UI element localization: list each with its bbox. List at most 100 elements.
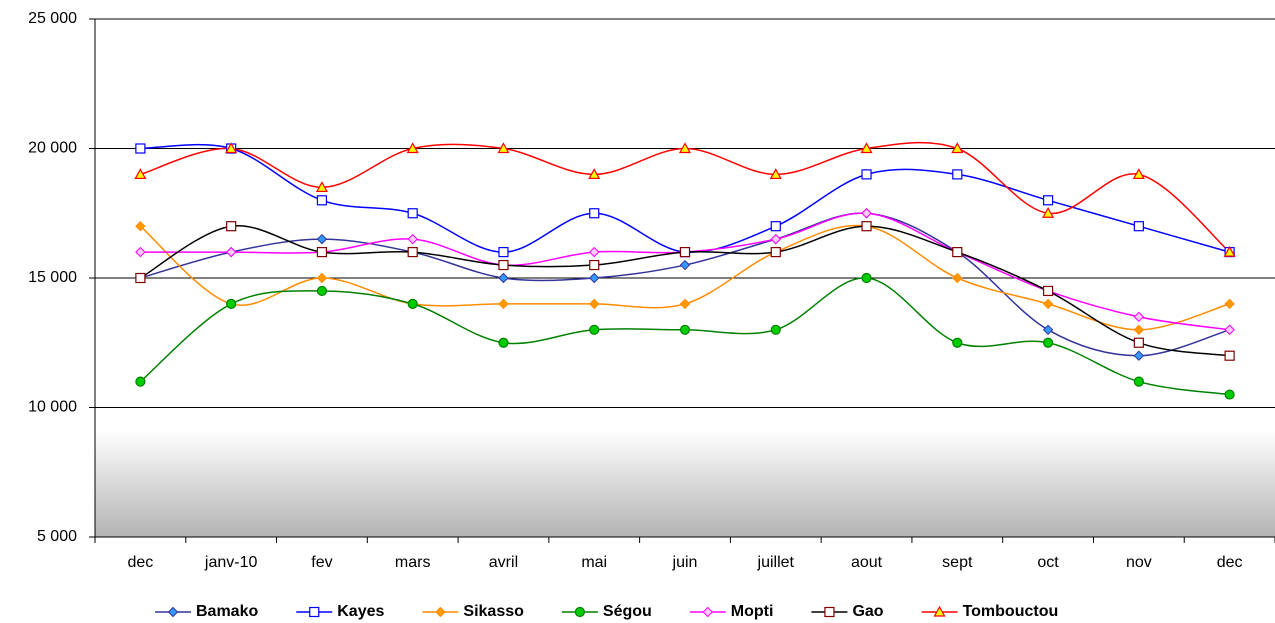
marker [225, 142, 238, 154]
y-tick-label: 5 000 [37, 528, 77, 545]
marker [498, 272, 509, 284]
marker [1224, 298, 1235, 310]
y-tick-label: 10 000 [28, 399, 77, 416]
marker [952, 337, 963, 348]
marker [407, 298, 418, 309]
marker [770, 233, 781, 245]
legend-label: Mopti [731, 603, 774, 620]
marker [824, 606, 835, 618]
marker [933, 605, 946, 617]
series-line [140, 141, 1231, 253]
x-tick-label: dec [127, 554, 153, 571]
x-tick-label: dec [1217, 554, 1243, 571]
marker [589, 324, 600, 335]
marker [770, 324, 781, 335]
marker [135, 376, 146, 387]
legend-label: Sikasso [463, 603, 524, 620]
marker [316, 247, 328, 258]
marker [769, 168, 782, 179]
legend-label: Kayes [337, 603, 384, 620]
marker [135, 246, 146, 258]
marker [316, 233, 328, 245]
marker [1133, 221, 1144, 232]
x-tick-label: aout [851, 554, 883, 571]
marker [315, 181, 328, 192]
marker [1042, 298, 1054, 310]
marker [861, 169, 872, 180]
series-line [140, 212, 1230, 331]
legend-label: Ségou [603, 603, 652, 620]
marker [134, 168, 147, 179]
marker [1042, 324, 1054, 336]
marker [1042, 207, 1055, 218]
x-tick-label: sept [942, 554, 973, 571]
marker [702, 606, 713, 618]
marker [406, 142, 419, 154]
y-tick-label: 20 000 [28, 140, 77, 157]
legend: Bamako Kayes Sikasso Ségou Mopti Gao Tomboucto… [155, 603, 1058, 620]
marker [407, 247, 418, 258]
marker [497, 142, 510, 154]
x-tick-label: janv-10 [204, 554, 258, 571]
marker [226, 221, 237, 232]
marker [1133, 350, 1145, 361]
marker [588, 168, 601, 179]
marker [679, 259, 691, 271]
marker [589, 208, 600, 219]
marker [589, 246, 600, 258]
marker [135, 272, 146, 284]
marker [861, 208, 872, 219]
marker [679, 247, 691, 258]
x-tick-label: mai [581, 554, 607, 571]
marker [1223, 245, 1236, 257]
marker [1133, 311, 1145, 323]
marker [1042, 337, 1054, 348]
x-tick-label: oct [1037, 554, 1059, 571]
marker [1133, 376, 1144, 387]
marker [435, 606, 446, 618]
marker [861, 221, 872, 232]
marker [574, 606, 585, 618]
series-line [139, 277, 1230, 396]
marker [1224, 350, 1235, 361]
x-tick-label: juillet [757, 554, 795, 571]
marker [860, 142, 873, 154]
marker [952, 247, 963, 258]
x-tick-label: mars [395, 554, 431, 571]
marker [167, 606, 179, 618]
marker [679, 324, 691, 335]
marker [1132, 168, 1145, 179]
marker [679, 298, 691, 310]
marker [1133, 324, 1145, 336]
series-line [140, 143, 1230, 253]
marker [1042, 195, 1054, 206]
x-tick-label: avril [489, 554, 518, 571]
x-tick-label: nov [1126, 554, 1152, 571]
marker [1224, 324, 1235, 336]
marker [589, 259, 600, 271]
marker [589, 272, 600, 284]
marker [498, 247, 509, 258]
plot-shade [95, 430, 1275, 537]
marker [1133, 337, 1144, 348]
marker [770, 247, 781, 258]
x-tick-label: juin [672, 554, 698, 571]
legend-label: Bamako [196, 603, 258, 620]
marker [407, 208, 418, 219]
marker [951, 142, 964, 154]
marker [770, 221, 781, 232]
marker [225, 246, 237, 258]
x-tick-label: fev [311, 554, 332, 571]
marker [226, 298, 237, 309]
legend-label: Gao [852, 603, 883, 620]
marker [498, 337, 509, 348]
marker [498, 298, 509, 310]
marker [135, 220, 146, 232]
marker [678, 142, 692, 154]
y-tick-label: 15 000 [28, 269, 77, 286]
marker [1224, 389, 1235, 400]
legend-label: Tombouctou [963, 603, 1059, 620]
marker [861, 272, 872, 284]
marker [589, 298, 600, 310]
